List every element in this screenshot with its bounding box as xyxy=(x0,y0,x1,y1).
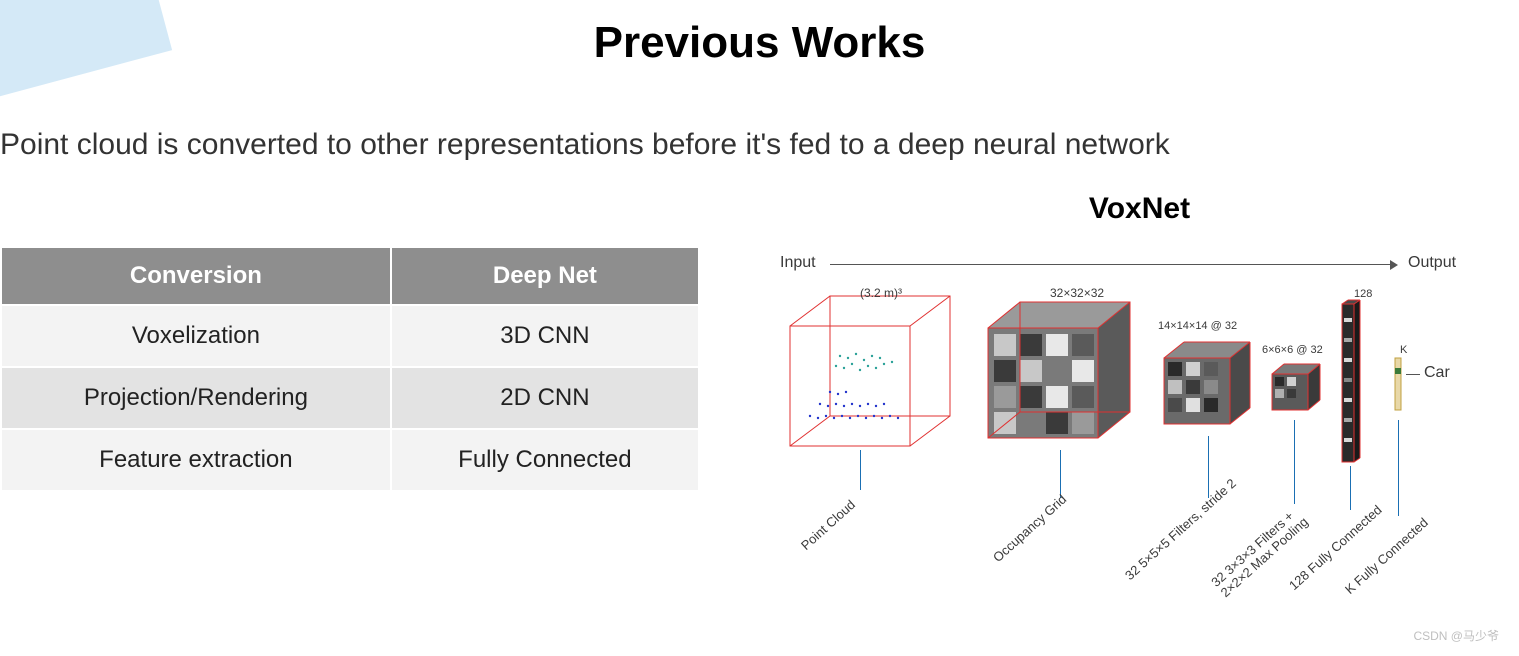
corner-accent xyxy=(0,0,172,102)
watermark: CSDN @马少爷 xyxy=(1413,627,1499,644)
stage-occupancy xyxy=(980,292,1150,462)
input-label: Input xyxy=(780,254,816,272)
content-row: Conversion Deep Net Voxelization 3D CNN … xyxy=(0,192,1519,596)
dim-pc: (3.2 m)³ xyxy=(860,286,902,300)
leader-2 xyxy=(1060,450,1061,498)
conversion-table-wrap: Conversion Deep Net Voxelization 3D CNN … xyxy=(0,246,700,492)
slide-title: Previous Works xyxy=(0,18,1519,68)
dim-k: K xyxy=(1400,344,1407,356)
label-pc: Point Cloud xyxy=(798,497,858,553)
slide-subtitle: Point cloud is converted to other repres… xyxy=(0,128,1519,162)
stage-fc128 xyxy=(1338,298,1366,468)
output-label: Output xyxy=(1408,254,1456,272)
leader-4 xyxy=(1294,420,1295,504)
conversion-table: Conversion Deep Net Voxelization 3D CNN … xyxy=(0,246,700,492)
stage-pointcloud xyxy=(780,286,970,476)
voxnet-title: VoxNet xyxy=(760,192,1519,226)
flow-arrow xyxy=(830,264,1390,265)
output-car: Car xyxy=(1424,364,1450,382)
col-deepnet: Deep Net xyxy=(391,247,699,305)
table-row: Voxelization 3D CNN xyxy=(1,305,699,367)
leader-3 xyxy=(1208,436,1209,498)
col-conversion: Conversion xyxy=(1,247,391,305)
dim-c1: 14×14×14 @ 32 xyxy=(1158,320,1237,332)
leader-5 xyxy=(1350,466,1351,510)
voxnet-diagram: Input Output xyxy=(760,236,1480,596)
stage-fck xyxy=(1392,354,1410,418)
flow-arrow-head xyxy=(1390,260,1398,270)
dim-c2: 6×6×6 @ 32 xyxy=(1262,344,1323,356)
dim-128: 128 xyxy=(1354,288,1372,300)
leader-6 xyxy=(1398,420,1399,516)
leader-1 xyxy=(860,450,861,490)
voxnet-panel: VoxNet Input Output xyxy=(700,192,1519,596)
table-row: Projection/Rendering 2D CNN xyxy=(1,367,699,429)
dim-og: 32×32×32 xyxy=(1050,286,1104,300)
table-row: Feature extraction Fully Connected xyxy=(1,429,699,491)
stage-conv1 xyxy=(1158,334,1268,444)
label-og: Occupancy Grid xyxy=(990,491,1069,565)
stage-conv2 xyxy=(1268,358,1338,428)
